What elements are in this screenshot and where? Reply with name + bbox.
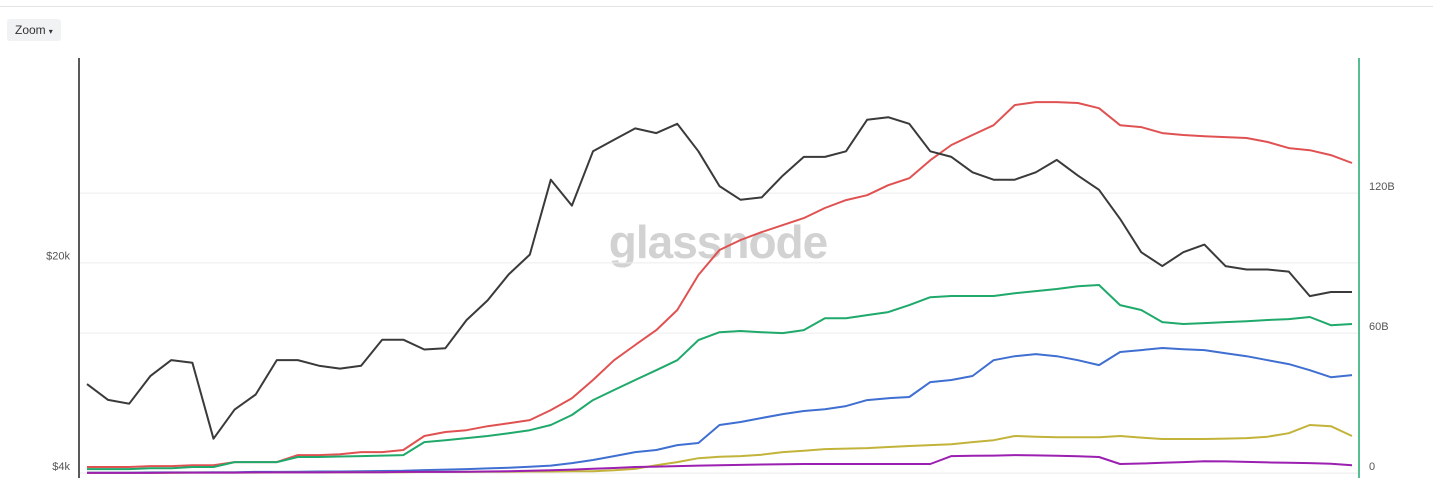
yticks-label: $4k (52, 461, 70, 473)
y2ticks-label: 120B (1369, 181, 1395, 193)
y2ticks-label: 60B (1369, 321, 1389, 333)
yticks-label: $20k (46, 251, 70, 263)
series-line (87, 347, 1353, 474)
divider (0, 6, 1433, 7)
series-line (86, 116, 1352, 440)
caret[interactable]: ▾ (48, 27, 53, 36)
watermark: glassnode (609, 216, 828, 268)
y2ticks-label: 0 (1369, 461, 1375, 473)
series-line (87, 284, 1353, 471)
series-line (87, 101, 1353, 468)
series-line (87, 454, 1353, 474)
zoom-button[interactable]: Zoom ▾ (7, 19, 61, 41)
zoom-label[interactable]: Zoom (15, 23, 46, 37)
